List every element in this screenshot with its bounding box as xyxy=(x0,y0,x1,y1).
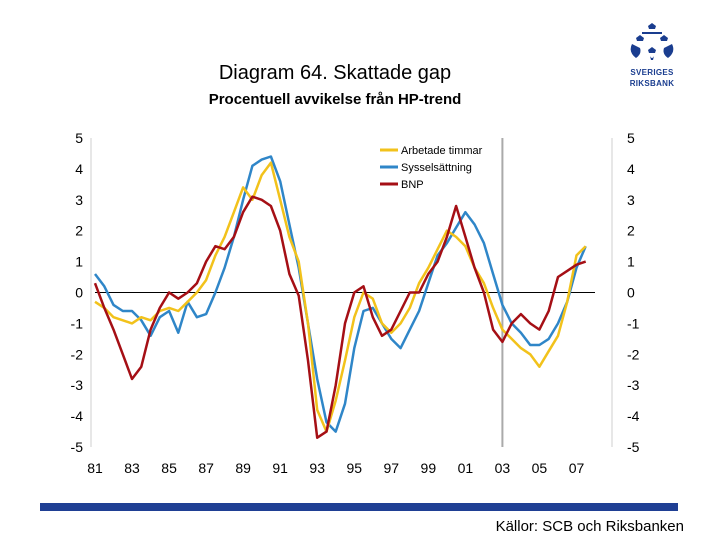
riksbank-logo-icon xyxy=(630,23,674,60)
y-tick-right: 4 xyxy=(627,161,635,177)
source-note: Källor: SCB och Riksbanken xyxy=(495,518,684,535)
chart-subtitle: Procentuell avvikelse från HP-trend xyxy=(208,91,462,108)
y-tick-right: 1 xyxy=(627,254,635,270)
y-tick-left: 0 xyxy=(75,285,83,301)
x-tick-label: 97 xyxy=(384,460,400,476)
y-tick-left: 4 xyxy=(75,161,83,177)
x-tick-label: 03 xyxy=(495,460,511,476)
x-tick-label: 81 xyxy=(87,460,103,476)
y-tick-left: 2 xyxy=(75,223,83,239)
y-tick-right: -2 xyxy=(627,346,640,362)
series-line-syssel xyxy=(94,155,587,433)
x-tick-label: 89 xyxy=(235,460,251,476)
y-tick-left: 1 xyxy=(75,254,83,270)
y-tick-right: -4 xyxy=(627,408,640,424)
x-tick-label: 85 xyxy=(161,460,177,476)
x-tick-label: 05 xyxy=(532,460,548,476)
x-tick-label: 95 xyxy=(346,460,362,476)
y-tick-left: -2 xyxy=(71,346,84,362)
legend-label-arbetade: Arbetade timmar xyxy=(401,145,483,157)
x-tick-label: 01 xyxy=(458,460,474,476)
series-line-arbetade xyxy=(94,161,587,433)
x-tick-label: 87 xyxy=(198,460,214,476)
legend-label-syssel: Sysselsättning xyxy=(401,162,472,174)
y-tick-right: 3 xyxy=(627,192,635,208)
series-line-bnp xyxy=(93,195,587,439)
logo-line2: RIKSBANK xyxy=(629,79,675,88)
x-tick-label: 07 xyxy=(569,460,585,476)
legend-label-bnp: BNP xyxy=(401,179,424,191)
y-tick-left: 3 xyxy=(75,192,83,208)
x-tick-label: 91 xyxy=(272,460,288,476)
logo-line1: SVERIGES xyxy=(630,68,674,77)
y-tick-left: -4 xyxy=(71,408,84,424)
y-tick-right: -5 xyxy=(627,439,640,455)
chart-title: Diagram 64. Skattade gap xyxy=(218,62,452,84)
footer-bar xyxy=(40,503,678,511)
y-tick-right: -3 xyxy=(627,377,640,393)
y-tick-left: -5 xyxy=(71,439,84,455)
y-tick-right: 0 xyxy=(627,285,635,301)
x-tick-label: 99 xyxy=(421,460,437,476)
x-tick-label: 83 xyxy=(124,460,140,476)
y-tick-left: -3 xyxy=(71,377,84,393)
y-tick-left: -1 xyxy=(71,315,84,331)
x-tick-label: 93 xyxy=(309,460,325,476)
y-tick-right: 2 xyxy=(627,223,635,239)
y-tick-right: 5 xyxy=(627,130,635,146)
y-tick-right: -1 xyxy=(627,315,640,331)
y-tick-left: 5 xyxy=(75,130,83,146)
